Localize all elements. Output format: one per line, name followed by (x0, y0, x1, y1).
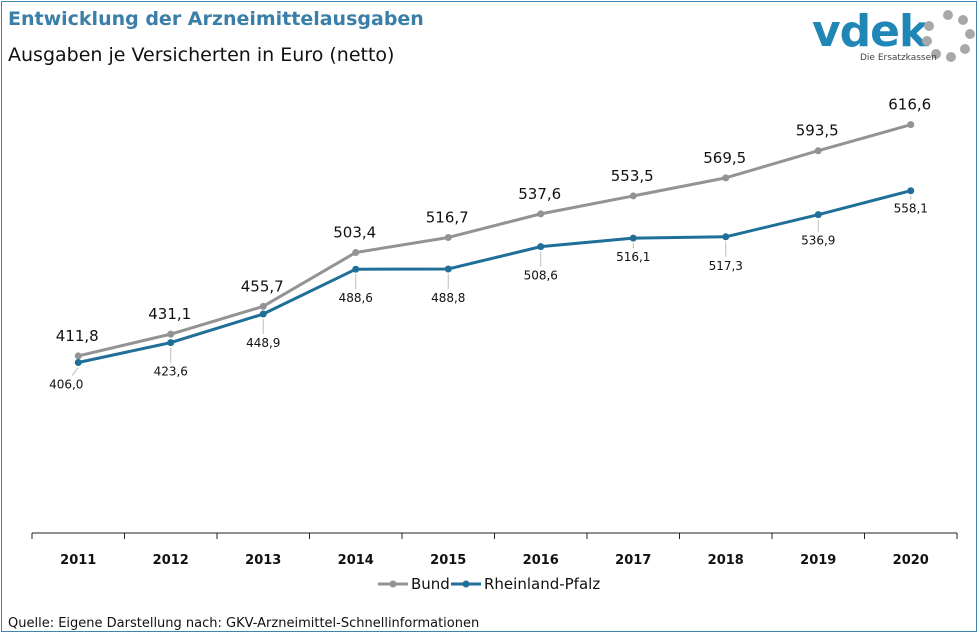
data-label-bund: 616,6 (888, 96, 931, 114)
data-point-rlp (722, 233, 730, 241)
data-point-rlp (259, 310, 267, 318)
data-labels: 411,8 431,1 455,7 503,4 516,7 537,6 553,5 569,5… (49, 96, 931, 392)
data-label-bund: 553,5 (611, 167, 654, 185)
data-label-bund: 593,5 (796, 122, 839, 140)
data-label-rlp: 406,0 (49, 377, 83, 391)
data-label-rlp: 508,6 (524, 269, 558, 283)
data-label-rlp: 558,1 (894, 202, 928, 216)
data-point-bund (74, 352, 82, 360)
data-label-bund: 537,6 (518, 185, 561, 203)
series-line-bund (77, 123, 912, 358)
data-point-bund (352, 248, 360, 256)
data-label-bund: 569,5 (703, 149, 746, 167)
x-tick-label: 2016 (523, 553, 559, 568)
data-point-rlp (629, 234, 637, 242)
chart-title: Entwicklung der Arzneimittelausgaben (8, 8, 424, 30)
legend-marker-bund (389, 580, 397, 588)
data-point-bund (444, 233, 452, 241)
x-tick-label: 2017 (615, 553, 651, 568)
logo-wordmark: vdek (812, 6, 928, 57)
data-label-bund: 455,7 (241, 277, 284, 295)
data-point-bund (907, 121, 915, 129)
data-label-bund: 411,8 (56, 327, 99, 345)
source-note: Quelle: Eigene Darstellung nach: GKV-Arz… (8, 616, 480, 631)
vdek-logo: vdek Die Ersatzkassen (810, 6, 975, 68)
data-point-rlp (74, 358, 82, 366)
x-tick-label: 2012 (153, 553, 189, 568)
data-label-bund: 503,4 (333, 223, 376, 241)
x-axis: 2011 2012 2013 2014 2015 2016 2017 2018 2019 2020 (31, 532, 958, 568)
data-point-rlp (814, 211, 822, 219)
data-point-rlp (537, 243, 545, 251)
legend-label-bund: Bund (411, 575, 450, 593)
legend: Bund Rheinland-Pfalz (378, 575, 600, 593)
x-tick-label: 2011 (60, 553, 96, 568)
x-tick-label: 2020 (893, 553, 929, 568)
data-point-bund (814, 147, 822, 155)
leader-line (71, 367, 79, 376)
chart-subtitle: Ausgaben je Versicherten in Euro (netto) (8, 44, 395, 66)
x-tick-label: 2013 (245, 553, 281, 568)
data-label-bund: 431,1 (148, 305, 191, 323)
data-label-rlp: 423,6 (154, 365, 188, 379)
data-point-bund (537, 210, 545, 218)
data-label-rlp: 536,9 (801, 234, 835, 248)
data-label-rlp: 516,1 (616, 250, 650, 264)
data-point-bund (629, 192, 637, 200)
data-point-rlp (167, 339, 175, 347)
data-point-bund (722, 174, 730, 182)
data-label-rlp: 488,8 (431, 291, 465, 305)
data-point-rlp (352, 265, 360, 273)
data-point-rlp (444, 265, 452, 273)
logo-tagline: Die Ersatzkassen (860, 53, 937, 63)
data-point-bund (259, 302, 267, 310)
x-tick-label: 2014 (338, 553, 374, 568)
legend-marker-rlp (462, 580, 470, 588)
data-label-rlp: 448,9 (246, 336, 280, 350)
series-lines (74, 121, 915, 366)
x-tick-label: 2019 (800, 553, 836, 568)
data-label-bund: 516,7 (426, 208, 469, 226)
data-point-rlp (907, 187, 915, 195)
x-tick-label: 2018 (708, 553, 744, 568)
data-label-rlp: 517,3 (709, 259, 743, 273)
x-tick-label: 2015 (430, 553, 466, 568)
data-point-bund (167, 330, 175, 338)
data-label-rlp: 488,6 (339, 291, 373, 305)
legend-label-rlp: Rheinland-Pfalz (484, 575, 600, 593)
dotted-ring-logo-icon (922, 10, 975, 62)
series-line-rlp (77, 189, 912, 364)
